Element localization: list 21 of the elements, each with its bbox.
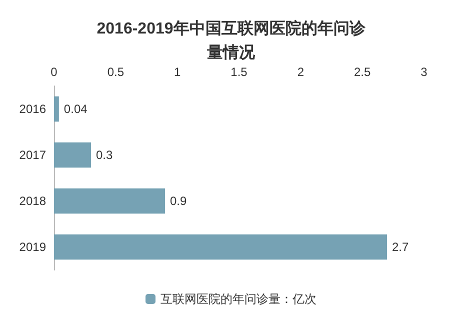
bar (54, 142, 91, 168)
y-tick-label: 2017 (19, 148, 46, 162)
bar (54, 188, 165, 214)
bar (54, 234, 387, 260)
chart-title: 2016-2019年中国互联网医院的年问诊量情况 (96, 20, 366, 62)
x-tick-label: 0 (50, 65, 58, 79)
legend-label: 互联网医院的年问诊量：亿次 (160, 292, 316, 306)
x-tick-label: 2.5 (354, 65, 371, 79)
y-tick-label: 2019 (19, 240, 46, 254)
y-tick-label: 2018 (19, 194, 46, 208)
x-tick-label: 0.5 (107, 65, 124, 79)
x-tick-label: 2 (297, 65, 304, 79)
x-tick-label: 1 (174, 65, 181, 79)
data-label: 0.04 (64, 102, 88, 116)
data-label: 0.3 (96, 148, 114, 162)
data-label: 2.7 (392, 240, 410, 254)
x-tick-label: 1.5 (230, 65, 248, 79)
bar (54, 96, 59, 122)
y-tick-label: 2016 (19, 102, 46, 116)
data-label: 0.9 (170, 194, 188, 208)
x-tick-label: 3 (420, 65, 428, 79)
